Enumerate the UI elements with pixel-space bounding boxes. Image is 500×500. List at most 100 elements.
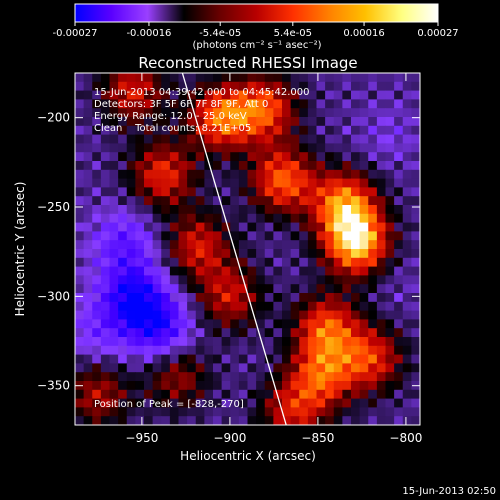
heatmap-cell [273, 143, 283, 153]
heatmap-cell [83, 319, 93, 329]
heatmap-cell [195, 345, 205, 356]
heatmap-cell [135, 275, 145, 285]
heatmap-cell [126, 240, 136, 250]
heatmap-cell [325, 337, 335, 347]
heatmap-cell [213, 205, 223, 215]
heatmap-cell [351, 73, 361, 83]
heatmap-cell [221, 213, 231, 224]
heatmap-cell [221, 328, 231, 338]
heatmap-cell [307, 416, 318, 425]
heatmap-cell [351, 337, 361, 347]
heatmap-cell [100, 213, 111, 224]
heatmap-cell [118, 284, 128, 294]
heatmap-cell [75, 90, 85, 100]
heatmap-cell [342, 222, 352, 232]
heatmap-cell [161, 381, 171, 391]
heatmap-cell [411, 319, 420, 329]
heatmap-cell [92, 81, 102, 92]
heatmap-cell [230, 354, 240, 364]
heatmap-cell [342, 363, 352, 373]
heatmap-cell [92, 178, 102, 188]
heatmap-cell [230, 407, 240, 417]
heatmap-cell [221, 187, 231, 197]
heatmap-cell [325, 363, 335, 373]
heatmap-cell [100, 187, 111, 197]
heatmap-cell [109, 134, 119, 144]
heatmap-cell [273, 152, 283, 162]
heatmap-cell [195, 398, 205, 408]
heatmap-cell [152, 231, 162, 241]
heatmap-cell [342, 301, 352, 312]
heatmap-cell [178, 301, 188, 312]
heatmap-cell [221, 337, 231, 347]
heatmap-cell [256, 301, 266, 312]
heatmap-cell [394, 240, 404, 250]
heatmap-cell [333, 398, 343, 408]
heatmap-cell [221, 416, 231, 425]
heatmap-cell [152, 134, 162, 144]
heatmap-cell [264, 275, 274, 285]
heatmap-cell [118, 134, 128, 144]
heatmap-cell [75, 293, 85, 303]
heatmap-cell [307, 257, 318, 268]
heatmap-cell [385, 301, 395, 312]
heatmap-cell [299, 222, 309, 232]
heatmap-cell [402, 240, 412, 250]
heatmap-cell [342, 178, 352, 188]
heatmap-cell [221, 90, 231, 100]
heatmap-cell [368, 275, 378, 285]
heatmap-cell [299, 345, 309, 356]
heatmap-cell [213, 161, 223, 171]
heatmap-cell [368, 328, 378, 338]
heatmap-cell [83, 266, 93, 276]
heatmap-cell [92, 161, 102, 171]
heatmap-cell [368, 337, 378, 347]
heatmap-cell [282, 381, 292, 391]
heatmap-cell [83, 337, 93, 347]
heatmap-cell [75, 363, 85, 373]
heatmap-cell [290, 275, 300, 285]
heatmap-cell [307, 240, 318, 250]
heatmap-cell [402, 73, 412, 83]
heatmap-cell [126, 398, 136, 408]
heatmap-cell [247, 161, 257, 171]
heatmap-cell [238, 99, 249, 109]
heatmap-cell [100, 257, 111, 268]
heatmap-cell [290, 161, 300, 171]
heatmap-cell [376, 275, 387, 285]
heatmap-cell [152, 187, 162, 197]
heatmap-cell [342, 108, 352, 118]
heatmap-cell [178, 249, 188, 259]
heatmap-cell [333, 143, 343, 153]
heatmap-cell [359, 301, 369, 312]
heatmap-cell [204, 99, 214, 109]
heatmap-cell [316, 372, 326, 382]
heatmap-cell [282, 205, 292, 215]
heatmap-cell [238, 240, 249, 250]
heatmap-cell [83, 354, 93, 364]
heatmap-cell [178, 240, 188, 250]
heatmap-cell [152, 73, 162, 83]
heatmap-cell [75, 143, 85, 153]
heatmap-cell [238, 178, 249, 188]
heatmap-cell [161, 275, 171, 285]
heatmap-cell [385, 284, 395, 294]
heatmap-cell [394, 266, 404, 276]
heatmap-cell [92, 205, 102, 215]
heatmap-cell [152, 196, 162, 206]
heatmap-cell [359, 249, 369, 259]
heatmap-cell [299, 301, 309, 312]
heatmap-cell [247, 143, 257, 153]
heatmap-cell [402, 125, 412, 136]
heatmap-cell [238, 161, 249, 171]
heatmap-cell [351, 222, 361, 232]
heatmap-cell [299, 187, 309, 197]
heatmap-cell [144, 108, 154, 118]
heatmap-cell [100, 389, 111, 400]
heatmap-cell [178, 266, 188, 276]
heatmap-cell [144, 143, 154, 153]
heatmap-cell [282, 99, 292, 109]
heatmap-cell [247, 301, 257, 312]
heatmap-cell [402, 337, 412, 347]
heatmap-cell [299, 381, 309, 391]
